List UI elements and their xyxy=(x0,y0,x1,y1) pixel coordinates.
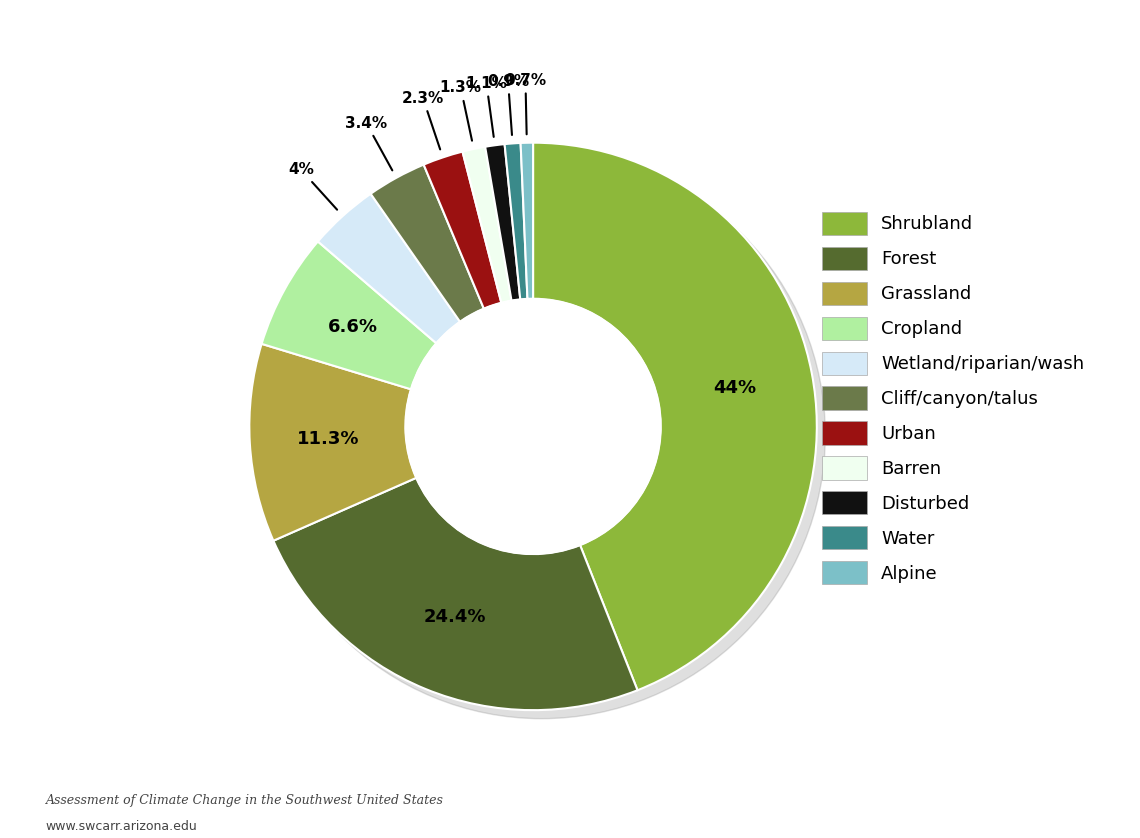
Text: 6.6%: 6.6% xyxy=(328,318,377,336)
Legend: Shrubland, Forest, Grassland, Cropland, Wetland/riparian/wash, Cliff/canyon/talu: Shrubland, Forest, Grassland, Cropland, … xyxy=(814,204,1092,592)
Wedge shape xyxy=(463,147,512,303)
Wedge shape xyxy=(318,194,459,344)
Wedge shape xyxy=(274,478,637,710)
Text: 0.9%: 0.9% xyxy=(487,74,529,135)
Wedge shape xyxy=(534,142,817,691)
Text: 24.4%: 24.4% xyxy=(424,608,486,626)
Text: 0.7%: 0.7% xyxy=(504,73,546,134)
Text: www.swcarr.arizona.edu: www.swcarr.arizona.edu xyxy=(46,820,197,833)
Text: 44%: 44% xyxy=(714,379,757,397)
Text: 11.3%: 11.3% xyxy=(296,430,359,447)
Wedge shape xyxy=(424,152,502,308)
Wedge shape xyxy=(370,164,483,322)
Text: 1.3%: 1.3% xyxy=(440,80,482,141)
Wedge shape xyxy=(505,143,528,299)
Text: 2.3%: 2.3% xyxy=(402,91,445,149)
Wedge shape xyxy=(250,344,416,541)
Wedge shape xyxy=(521,142,534,299)
Text: Assessment of Climate Change in the Southwest United States: Assessment of Climate Change in the Sout… xyxy=(46,794,443,808)
Circle shape xyxy=(406,298,661,554)
Text: 3.4%: 3.4% xyxy=(345,116,392,170)
Wedge shape xyxy=(486,144,520,301)
Text: 1.1%: 1.1% xyxy=(465,76,507,137)
Circle shape xyxy=(258,151,825,719)
Text: 4%: 4% xyxy=(288,163,337,210)
Wedge shape xyxy=(261,241,437,390)
